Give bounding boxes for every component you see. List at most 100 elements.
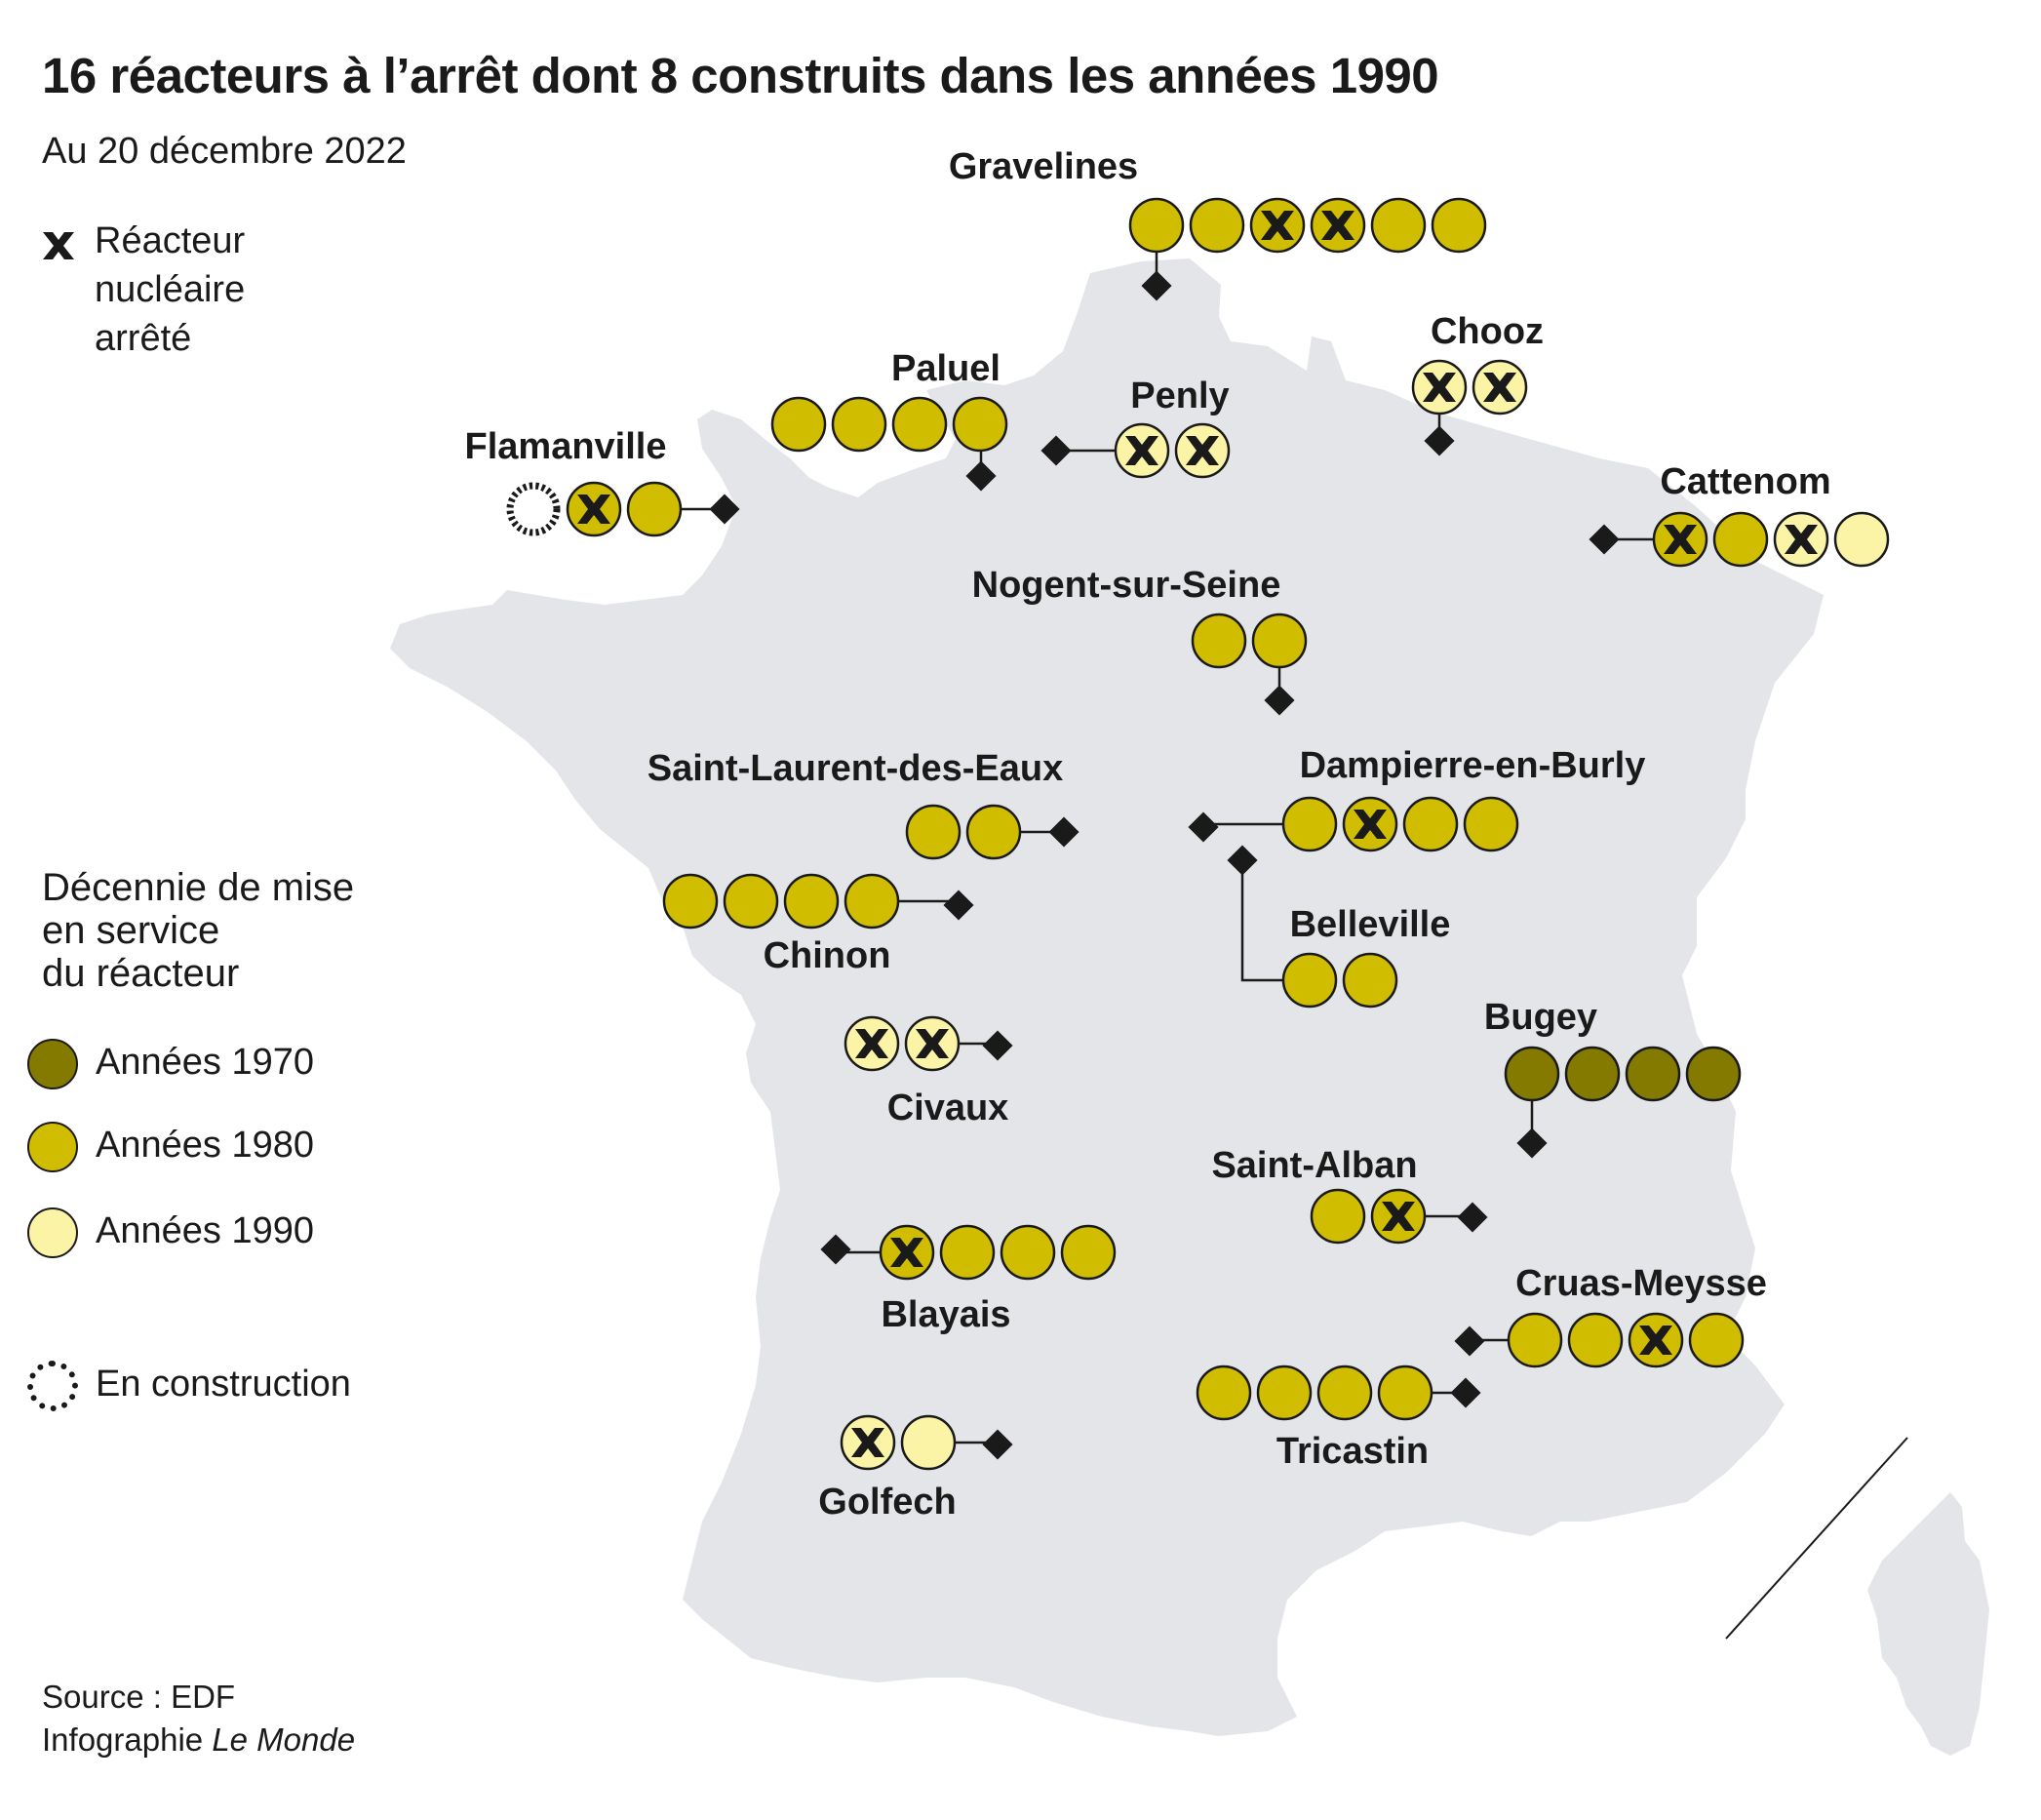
x-icon — [1382, 1202, 1415, 1231]
x-icon — [577, 495, 610, 524]
reactor-1980 — [965, 804, 1022, 860]
corsica-shape — [1867, 1492, 1989, 1756]
legend-dot-1970 — [27, 1039, 78, 1089]
legend-decade-title: Décennie de mise en service du réacteur — [42, 866, 354, 995]
site-penly: Penly — [1040, 376, 1231, 479]
reactor-1980 — [1189, 197, 1245, 254]
legend-stopped-text: Réacteur nucléaire arrêté — [95, 217, 245, 363]
x-icon — [1186, 436, 1219, 465]
x-icon — [890, 1238, 923, 1267]
site-label: Civaux — [887, 1088, 1009, 1128]
site-label: Flamanville — [465, 426, 667, 467]
site-gravelines: Gravelines — [949, 146, 1487, 301]
legend-stopped-line: Réacteur — [95, 220, 246, 261]
site-dampierre-en-burly: Dampierre-en-Burly — [1188, 745, 1645, 852]
site-location-marker — [1141, 270, 1172, 301]
site-label: Saint-Laurent-des-Eaux — [648, 748, 1064, 789]
reactor-1980 — [662, 873, 719, 930]
x-icon — [1261, 211, 1294, 240]
reactor-1970 — [1564, 1046, 1621, 1102]
reactor-1980 — [1128, 197, 1185, 254]
site-nogent-sur-seine: Nogent-sur-Seine — [972, 565, 1308, 716]
site-civaux: Civaux — [844, 1015, 1013, 1128]
site-label: Blayais — [881, 1294, 1010, 1335]
reactor-1980 — [1463, 796, 1519, 852]
legend-decade-title-line: Décennie de mise — [42, 866, 355, 909]
site-paluel: Paluel — [770, 348, 1008, 492]
site-label: Paluel — [891, 348, 1001, 389]
reactor-1980 — [1281, 952, 1338, 1009]
credit-publisher: Le Monde — [212, 1721, 356, 1758]
site-label: Penly — [1130, 376, 1229, 416]
reactor-1980 — [770, 396, 827, 453]
reactor-1980 — [891, 396, 948, 453]
site-label: Belleville — [1290, 904, 1451, 945]
legend-label-1990: Années 1990 — [96, 1210, 314, 1251]
site-cruas-meysse: Cruas-Meysse — [1454, 1263, 1767, 1368]
reactor-1980 — [1251, 613, 1308, 669]
x-icon — [1483, 373, 1516, 402]
x-icon — [1125, 436, 1158, 465]
x-icon — [916, 1029, 949, 1058]
reactor-1980 — [1256, 1365, 1313, 1421]
reactor-1980 — [723, 873, 779, 930]
site-label: Chinon — [764, 935, 891, 976]
x-icon — [1639, 1325, 1672, 1355]
legend-stopped-line: nucléaire — [95, 269, 246, 310]
legend-decade-title-line: du réacteur — [42, 952, 240, 995]
site-location-marker — [1516, 1128, 1548, 1159]
reactor-1980 — [1688, 1312, 1745, 1368]
credit-prefix: Infographie — [42, 1721, 213, 1758]
reactor-1980 — [1310, 1188, 1366, 1245]
site-flamanville: Flamanville — [465, 426, 740, 537]
x-icon — [1664, 525, 1697, 554]
credit-line: Infographie Le Monde — [42, 1719, 355, 1761]
x-icon — [855, 1029, 888, 1058]
site-label: Saint-Alban — [1211, 1145, 1417, 1186]
legend-stopped-line: arrêté — [95, 318, 192, 359]
reactor-1980 — [1060, 1224, 1117, 1281]
site-chooz: Chooz — [1411, 311, 1544, 456]
reactor-1980 — [1191, 613, 1247, 669]
site-label: Cattenom — [1660, 461, 1830, 502]
site-location-marker — [1450, 1377, 1481, 1408]
reactor-under-construction — [506, 482, 561, 536]
x-icon — [1423, 373, 1456, 402]
site-bugey: Bugey — [1484, 997, 1742, 1159]
legend-label-1980: Années 1980 — [96, 1125, 314, 1166]
legend-label-1970: Années 1970 — [96, 1042, 314, 1083]
reactor-1980 — [1377, 1365, 1433, 1421]
site-cattenom: Cattenom — [1589, 461, 1890, 568]
site-chinon: Chinon — [662, 873, 974, 976]
reactor-1970 — [1625, 1046, 1681, 1102]
site-label: Nogent-sur-Seine — [972, 565, 1281, 606]
x-icon — [1354, 810, 1387, 839]
reactor-1980 — [1196, 1365, 1252, 1421]
site-location-marker — [1457, 1202, 1488, 1233]
reactor-1980 — [844, 873, 900, 930]
legend-dot-construction — [27, 1361, 78, 1411]
site-label: Chooz — [1431, 311, 1544, 352]
site-location-marker — [1424, 425, 1455, 456]
reactor-1980 — [1507, 1312, 1563, 1368]
reactor-1990 — [900, 1414, 957, 1471]
x-icon — [43, 232, 74, 259]
site-label: Cruas-Meysse — [1515, 1263, 1767, 1304]
page-title: 16 réacteurs à l’arrêt dont 8 construits… — [42, 48, 1439, 103]
x-icon — [1785, 525, 1818, 554]
reactor-1980 — [1431, 197, 1487, 254]
legend-decade-title-line: en service — [42, 909, 220, 952]
legend-label-construction: En construction — [96, 1364, 351, 1405]
x-icon — [851, 1428, 884, 1457]
site-label: Gravelines — [949, 146, 1138, 187]
legend-dot-1990 — [27, 1207, 78, 1258]
reactor-1970 — [1504, 1046, 1560, 1102]
reactor-1980 — [783, 873, 840, 930]
reactor-1990 — [1833, 511, 1890, 568]
reactor-1980 — [939, 1224, 996, 1281]
site-saint-laurent-des-eaux: Saint-Laurent-des-Eaux — [648, 748, 1079, 860]
reactor-1980 — [1402, 796, 1459, 852]
reactor-1980 — [1000, 1224, 1056, 1281]
site-tricastin: Tricastin — [1196, 1365, 1481, 1472]
